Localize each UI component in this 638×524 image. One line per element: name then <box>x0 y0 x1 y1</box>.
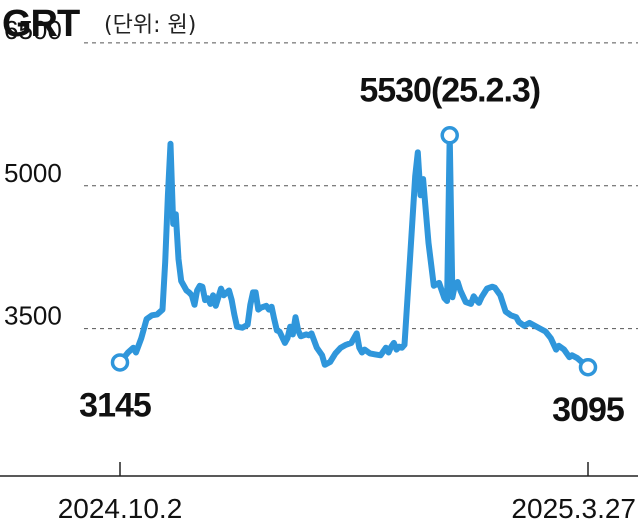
y-tick-5000: 5000 <box>4 158 62 188</box>
y-tick-6500: 6500 <box>4 15 62 45</box>
annotation-0: 3145 <box>79 386 151 424</box>
marker-2 <box>578 357 598 377</box>
chart-unit-subtitle: (단위: 원) <box>104 13 196 38</box>
chart-title: GRT <box>2 3 80 45</box>
y-tick-labels: 6500 5000 3500 <box>4 15 62 331</box>
x-tick-1: 2025.3.27 <box>511 493 636 524</box>
annotation-2: 3095 <box>552 391 624 429</box>
x-tick-labels: 2024.10.2 2025.3.27 <box>58 462 636 524</box>
annotations: 3145 5530(25.2.3) 3095 <box>79 71 625 429</box>
x-tick-0: 2024.10.2 <box>58 493 183 524</box>
price-series <box>117 132 591 371</box>
price-line <box>117 132 591 371</box>
y-tick-3500: 3500 <box>4 301 62 331</box>
marker-0 <box>110 353 130 372</box>
annotation-peak: 5530(25.2.3) <box>359 71 540 109</box>
marker-1 <box>440 126 459 145</box>
